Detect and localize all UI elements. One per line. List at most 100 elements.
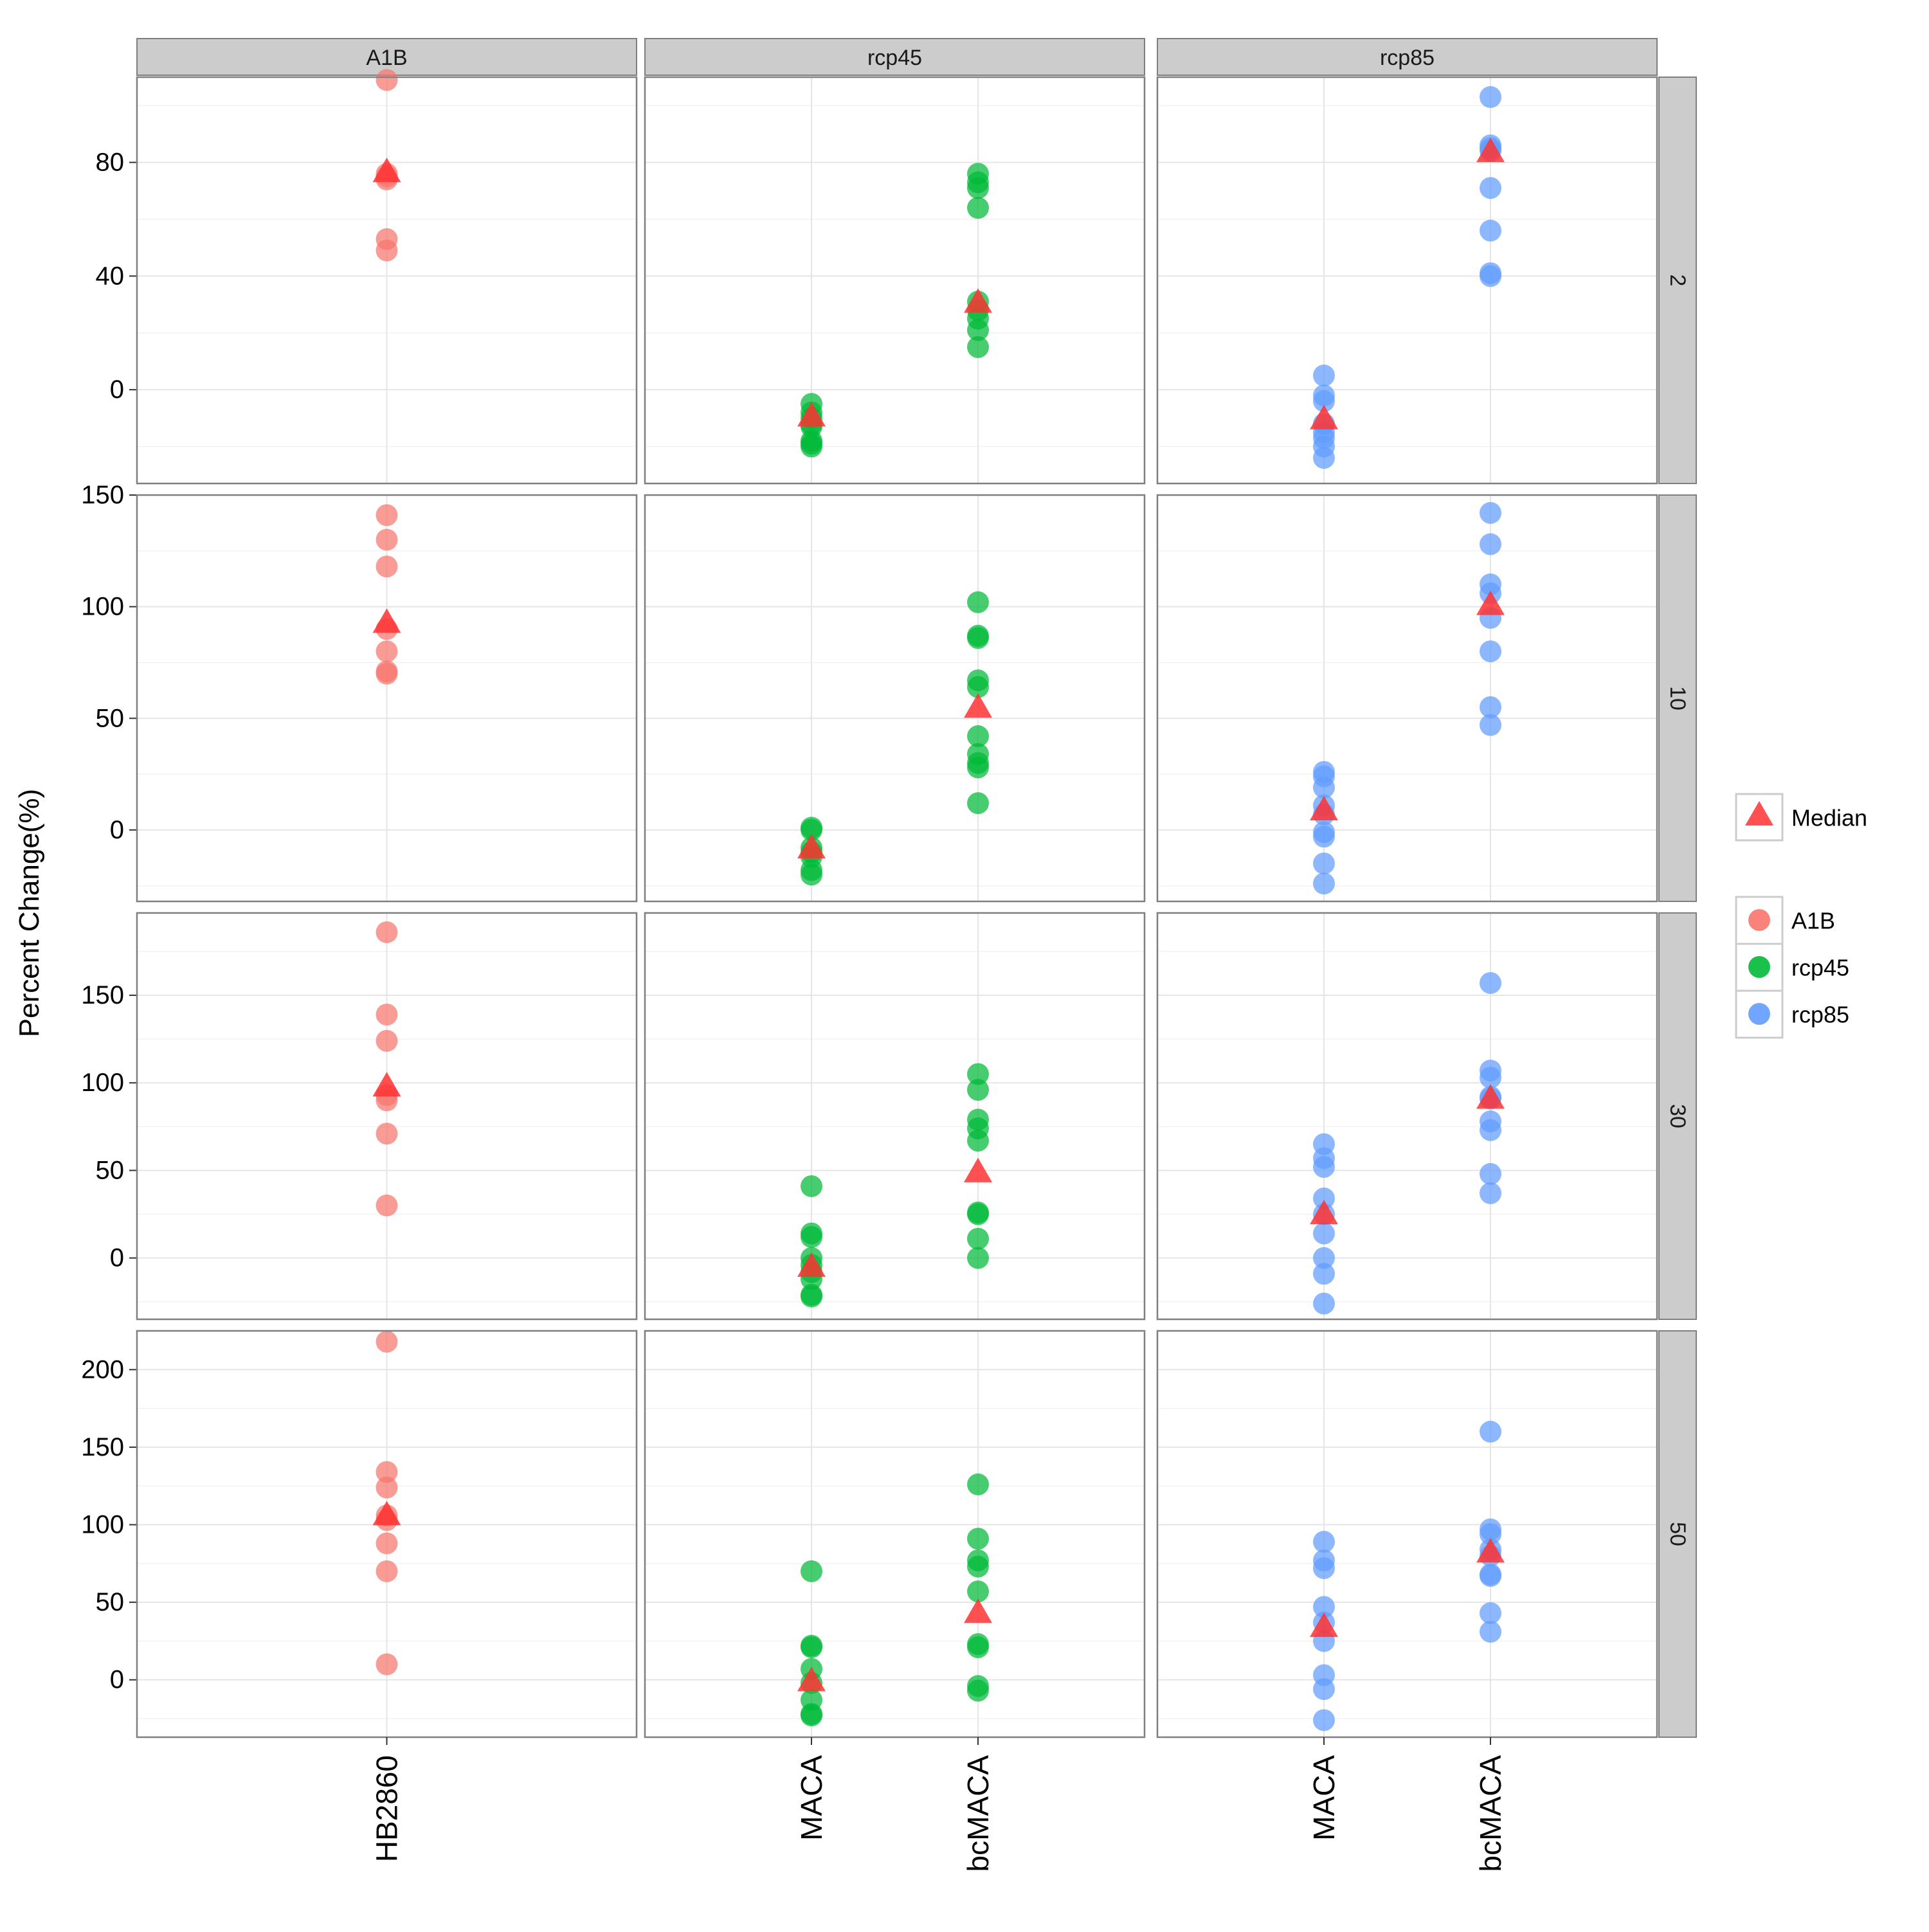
y-tick-label: 100 bbox=[81, 1511, 124, 1539]
point-rcp85-bcMACA bbox=[1480, 714, 1501, 736]
legend-label-rcp85: rcp85 bbox=[1791, 1002, 1849, 1028]
median-marker-rcp85-bcMACA bbox=[1476, 1084, 1505, 1109]
point-rcp45-MACA bbox=[801, 818, 822, 841]
facet-row-strip-bg bbox=[1658, 494, 1697, 902]
point-rcp45-bcMACA bbox=[967, 1130, 989, 1152]
legend-key-A1B bbox=[1748, 909, 1770, 931]
point-A1B-HB2860 bbox=[376, 504, 398, 527]
facet-column-strip-bg bbox=[1157, 38, 1658, 76]
point-rcp45-bcMACA bbox=[967, 1247, 989, 1269]
point-rcp45-MACA bbox=[801, 1175, 822, 1197]
median-marker-A1B-HB2860 bbox=[372, 608, 401, 633]
median-marker-rcp45-bcMACA bbox=[964, 1157, 992, 1182]
point-rcp45-bcMACA bbox=[967, 1079, 989, 1101]
y-tick-label: 80 bbox=[96, 149, 125, 177]
y-tick-label: 200 bbox=[81, 1355, 124, 1384]
panel-A1B-10 bbox=[136, 494, 638, 903]
facet-column-label: rcp45 bbox=[867, 46, 922, 70]
panels-layer: A1B rcp45 rcp85204080100501001503005010015… bbox=[81, 38, 1697, 1872]
panel-border bbox=[1156, 76, 1658, 485]
point-rcp45-MACA bbox=[801, 863, 822, 886]
panel-border bbox=[644, 912, 1146, 1321]
point-rcp85-MACA bbox=[1313, 1531, 1335, 1553]
facet-row-label: 2 bbox=[1665, 275, 1690, 287]
facet-row-strip-2: 2 bbox=[1658, 77, 1697, 484]
facet-column-strip-rcp45: rcp45 bbox=[644, 38, 1145, 76]
panel-background bbox=[645, 77, 1145, 483]
point-rcp85-MACA bbox=[1313, 1247, 1335, 1269]
point-rcp85-MACA bbox=[1313, 1292, 1335, 1315]
point-rcp85-MACA bbox=[1313, 447, 1335, 469]
point-rcp85-bcMACA bbox=[1480, 1162, 1501, 1185]
point-rcp85-bcMACA bbox=[1480, 1420, 1501, 1443]
point-rcp85-MACA bbox=[1313, 1222, 1335, 1245]
median-marker-rcp85-bcMACA bbox=[1476, 1538, 1505, 1563]
y-axis-row-50: 0 50 100 150 200 bbox=[81, 1355, 137, 1694]
facet-row-label: 30 bbox=[1665, 1104, 1690, 1128]
point-rcp45-bcMACA bbox=[967, 1679, 989, 1702]
y-tick-label: 50 bbox=[96, 1156, 125, 1184]
point-rcp85-MACA bbox=[1313, 1557, 1335, 1580]
point-rcp85-bcMACA bbox=[1480, 86, 1501, 108]
panel-rcp85-10 bbox=[1156, 494, 1658, 903]
panel-background bbox=[645, 913, 1145, 1319]
legend-key-rcp85 bbox=[1748, 1003, 1770, 1025]
facet-column-strip-rcp85: rcp85 bbox=[1157, 38, 1658, 76]
point-A1B-HB2860 bbox=[376, 1461, 398, 1483]
x-tick-label: MACA bbox=[795, 1755, 828, 1841]
point-rcp85-bcMACA bbox=[1480, 1523, 1501, 1545]
point-rcp45-MACA bbox=[801, 1285, 822, 1308]
point-rcp45-bcMACA bbox=[967, 591, 989, 613]
point-rcp45-bcMACA bbox=[967, 197, 989, 219]
y-tick-label: 150 bbox=[81, 981, 124, 1009]
y-tick-label: 50 bbox=[96, 1588, 125, 1616]
facet-column-label: A1B bbox=[366, 46, 407, 70]
point-A1B-HB2860 bbox=[376, 1476, 398, 1499]
point-rcp85-bcMACA bbox=[1480, 177, 1501, 199]
panel-rcp45-50 bbox=[644, 1330, 1146, 1738]
point-A1B-HB2860 bbox=[376, 640, 398, 663]
point-rcp45-MACA bbox=[801, 1560, 822, 1582]
point-rcp85-bcMACA bbox=[1480, 1565, 1501, 1587]
point-A1B-HB2860 bbox=[376, 239, 398, 262]
median-marker-rcp85-MACA bbox=[1310, 795, 1338, 821]
point-rcp85-MACA bbox=[1313, 1156, 1335, 1178]
median-marker-rcp45-MACA bbox=[797, 833, 826, 859]
median-marker-rcp85-bcMACA bbox=[1476, 138, 1505, 163]
median-marker-rcp45-MACA bbox=[797, 402, 826, 427]
x-tick-label: MACA bbox=[1307, 1755, 1341, 1841]
point-rcp85-MACA bbox=[1313, 1263, 1335, 1285]
y-tick-label: 100 bbox=[81, 593, 124, 621]
median-marker-A1B-HB2860 bbox=[372, 1501, 401, 1526]
point-A1B-HB2860 bbox=[376, 1560, 398, 1582]
facet-row-strip-bg bbox=[1658, 912, 1697, 1320]
panel-border bbox=[136, 494, 638, 903]
median-marker-rcp85-MACA bbox=[1310, 404, 1338, 429]
point-A1B-HB2860 bbox=[376, 528, 398, 551]
panel-background bbox=[1157, 77, 1657, 483]
point-rcp85-MACA bbox=[1313, 852, 1335, 874]
panel-background bbox=[1157, 913, 1657, 1319]
legend-label-A1B: A1B bbox=[1791, 908, 1835, 934]
facet-row-strip-10: 10 bbox=[1658, 494, 1697, 902]
point-rcp45-bcMACA bbox=[967, 1227, 989, 1250]
point-rcp45-bcMACA bbox=[967, 627, 989, 649]
facet-column-label: rcp85 bbox=[1380, 46, 1435, 70]
median-marker-rcp85-MACA bbox=[1310, 1200, 1338, 1225]
point-A1B-HB2860 bbox=[376, 1330, 398, 1353]
panel-rcp85-30 bbox=[1156, 912, 1658, 1321]
x-tick-label: bcMACA bbox=[1474, 1755, 1507, 1872]
median-marker-A1B-HB2860 bbox=[372, 158, 401, 183]
y-tick-label: 50 bbox=[96, 704, 125, 732]
point-rcp85-bcMACA bbox=[1480, 265, 1501, 287]
point-rcp45-bcMACA bbox=[967, 792, 989, 815]
point-rcp85-bcMACA bbox=[1480, 1620, 1501, 1643]
panel-rcp45-10 bbox=[644, 494, 1146, 903]
point-A1B-HB2860 bbox=[376, 1653, 398, 1675]
panel-rcp85-2 bbox=[1156, 76, 1658, 485]
facet-row-strip-50: 50 bbox=[1658, 1330, 1697, 1738]
point-A1B-HB2860 bbox=[376, 1123, 398, 1145]
point-rcp85-MACA bbox=[1313, 776, 1335, 799]
point-A1B-HB2860 bbox=[376, 1004, 398, 1025]
